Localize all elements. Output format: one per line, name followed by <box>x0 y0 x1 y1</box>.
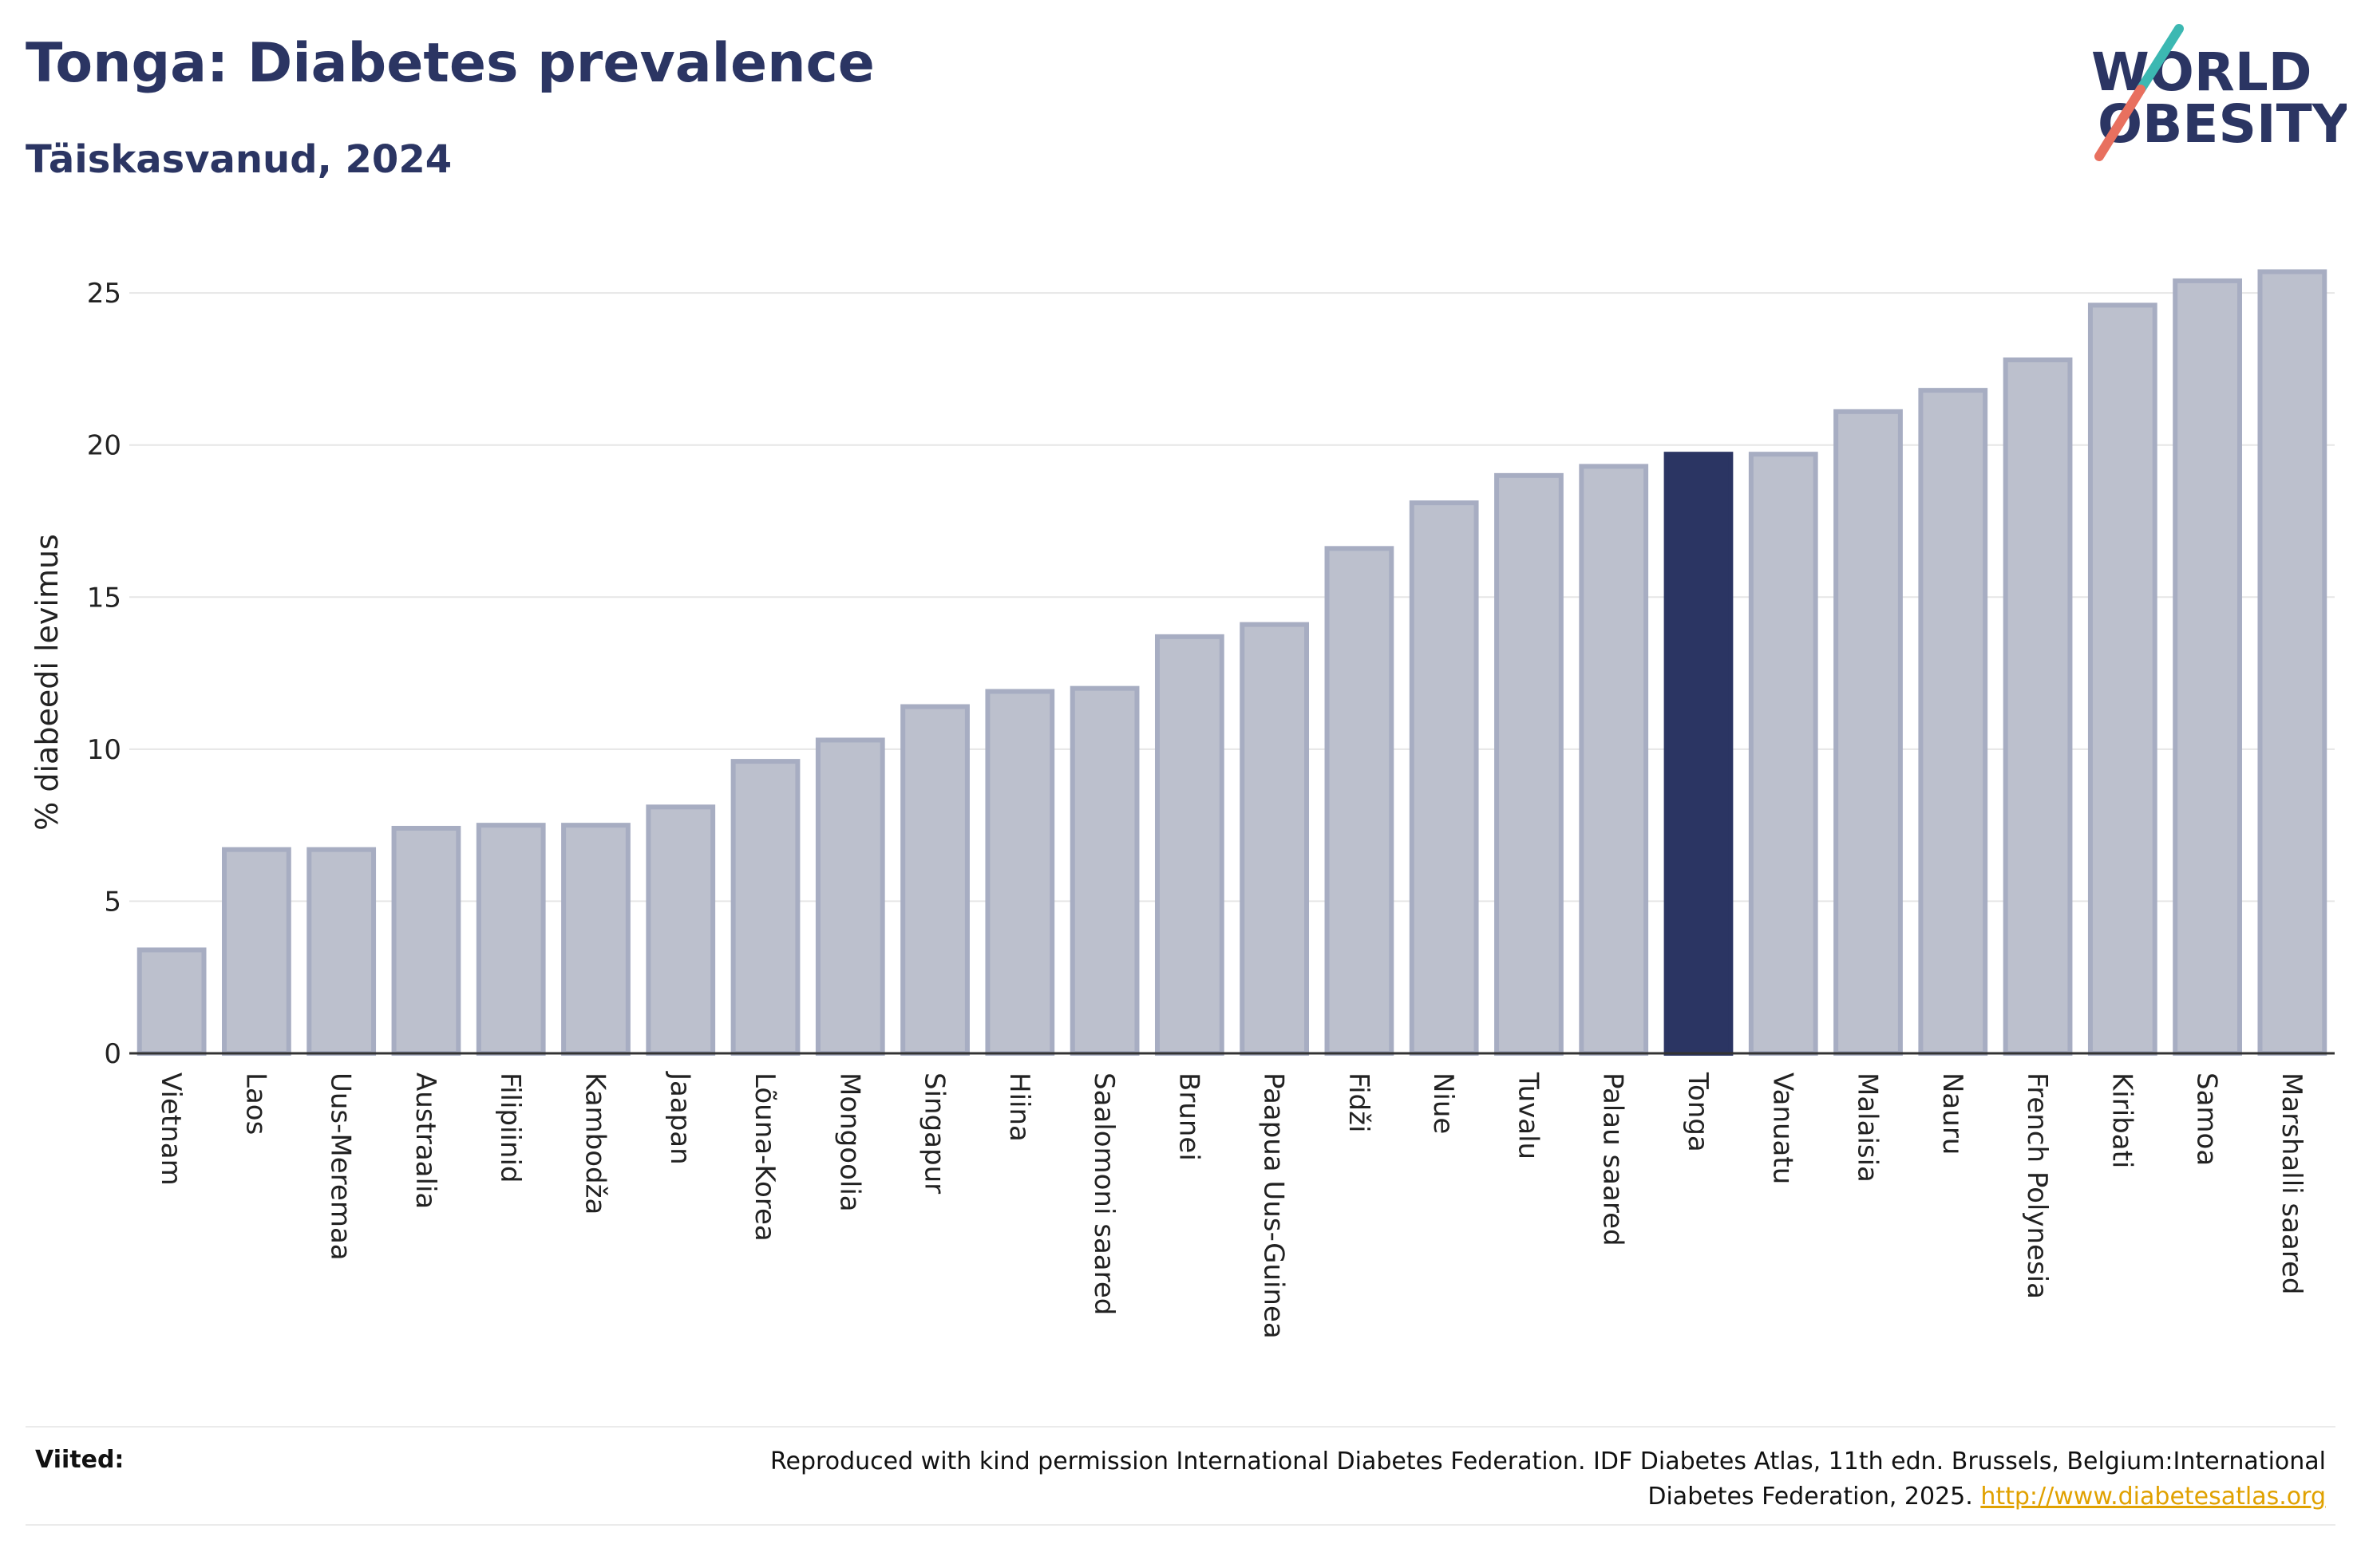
x-tick-label: Saalomoni saared <box>1088 1072 1120 1315</box>
bar-saalomoni-saared[interactable] <box>1070 685 1140 1056</box>
bar-mongoolia[interactable] <box>815 737 885 1056</box>
x-tick-label: Nauru <box>1936 1072 1968 1155</box>
x-tick-label: Kambodža <box>579 1072 611 1215</box>
bar-vanuatu[interactable] <box>1748 452 1818 1056</box>
references-line2: Diabetes Federation, 2025. <box>1647 1483 1973 1511</box>
bar-l-una-korea[interactable] <box>730 759 801 1056</box>
bar-samoa[interactable] <box>2173 278 2242 1057</box>
bar-marshalli-saared[interactable] <box>2257 269 2327 1057</box>
x-tick-label: Lõuna-Korea <box>749 1072 781 1242</box>
footer-bottom-rule <box>26 1524 2335 1526</box>
bar-niue[interactable] <box>1409 500 1479 1056</box>
bar-vietnam[interactable] <box>136 947 207 1056</box>
bar-palau-saared[interactable] <box>1579 464 1649 1056</box>
y-tick-label: 25 <box>87 278 121 310</box>
bar-fid-i[interactable] <box>1324 546 1394 1056</box>
bar-jaapan[interactable] <box>646 804 716 1056</box>
y-tick-label: 15 <box>87 582 121 614</box>
bar-austraalia[interactable] <box>391 825 461 1057</box>
x-tick-label: Brunei <box>1173 1072 1204 1161</box>
bar-french-polynesia[interactable] <box>2003 357 2073 1056</box>
x-tick-label: Fidži <box>1343 1072 1374 1132</box>
bar-singapur[interactable] <box>900 704 970 1057</box>
y-axis-ticks: 0 5 10 15 20 25 <box>87 278 121 1070</box>
x-tick-label: Vanuatu <box>1766 1072 1798 1184</box>
bar-paapua-uus-guinea[interactable] <box>1240 622 1310 1056</box>
x-axis-labels: Vietnam Laos Uus-Meremaa Austraalia Filipiin… <box>155 1071 2308 1339</box>
x-tick-label: Paapua Uus-Guinea <box>1258 1072 1290 1339</box>
bar-chart: 0 5 10 15 20 25 Vietnam Laos Uus-Meremaa Austraa… <box>30 269 2335 1339</box>
x-tick-label: Laos <box>239 1072 271 1135</box>
logo-line2: OBESITY <box>2098 93 2347 155</box>
bar-uus-meremaa[interactable] <box>306 847 377 1056</box>
x-tick-label: Uus-Meremaa <box>325 1072 357 1261</box>
x-tick-label: Filipiinid <box>494 1072 526 1183</box>
bar-malaisia[interactable] <box>1833 409 1903 1056</box>
x-tick-label: Vietnam <box>155 1072 187 1186</box>
bar-nauru[interactable] <box>1918 388 1988 1056</box>
x-tick-label: French Polynesia <box>2021 1072 2053 1299</box>
x-tick-label: Tuvalu <box>1512 1072 1544 1159</box>
bar-kambod-a[interactable] <box>561 823 631 1057</box>
logo-slash-bottom <box>2094 85 2145 161</box>
bars <box>136 269 2327 1057</box>
bar-tuvalu[interactable] <box>1494 472 1564 1056</box>
x-tick-label: Jaapan <box>664 1071 696 1165</box>
x-tick-label: Mongoolia <box>833 1072 865 1212</box>
x-tick-label: Marshalli saared <box>2276 1072 2308 1295</box>
bar-tonga[interactable] <box>1663 452 1734 1056</box>
x-tick-label: Samoa <box>2191 1072 2223 1166</box>
x-tick-label: Kiribati <box>2106 1072 2138 1168</box>
references-label: Viited: <box>35 1446 125 1474</box>
x-tick-label: Tonga <box>1682 1072 1714 1152</box>
y-tick-label: 20 <box>87 430 121 462</box>
x-tick-label: Hiina <box>1003 1072 1035 1142</box>
bar-filipiinid[interactable] <box>476 823 546 1057</box>
bar-kiribati[interactable] <box>2087 302 2157 1056</box>
chart-title: Tonga: Diabetes prevalence <box>26 32 875 95</box>
references-link[interactable]: http://www.diabetesatlas.org <box>1980 1483 2326 1511</box>
y-axis-label: % diabeedi levimus <box>30 534 65 831</box>
bar-hiina[interactable] <box>985 689 1055 1056</box>
bar-laos[interactable] <box>222 847 291 1056</box>
references-line1: Reproduced with kind permission Internat… <box>770 1448 2326 1475</box>
x-tick-label: Austraalia <box>409 1072 441 1209</box>
world-obesity-logo: WORLD OBESITY <box>2091 24 2347 161</box>
x-tick-label: Niue <box>1427 1072 1459 1134</box>
y-tick-label: 5 <box>104 886 121 918</box>
y-tick-label: 0 <box>104 1038 121 1070</box>
logo-line1: WORLD <box>2091 41 2312 103</box>
x-tick-label: Malaisia <box>1852 1072 1884 1183</box>
x-tick-label: Singapur <box>919 1072 951 1194</box>
logo-slash-top <box>2136 24 2184 94</box>
chart-subtitle: Täiskasvanud, 2024 <box>26 137 453 182</box>
bar-brunei[interactable] <box>1154 634 1224 1056</box>
footer-top-rule <box>26 1426 2335 1428</box>
x-tick-label: Palau saared <box>1597 1072 1629 1246</box>
y-tick-label: 10 <box>87 734 121 766</box>
references-text: Reproduced with kind permission Internat… <box>570 1444 2326 1515</box>
